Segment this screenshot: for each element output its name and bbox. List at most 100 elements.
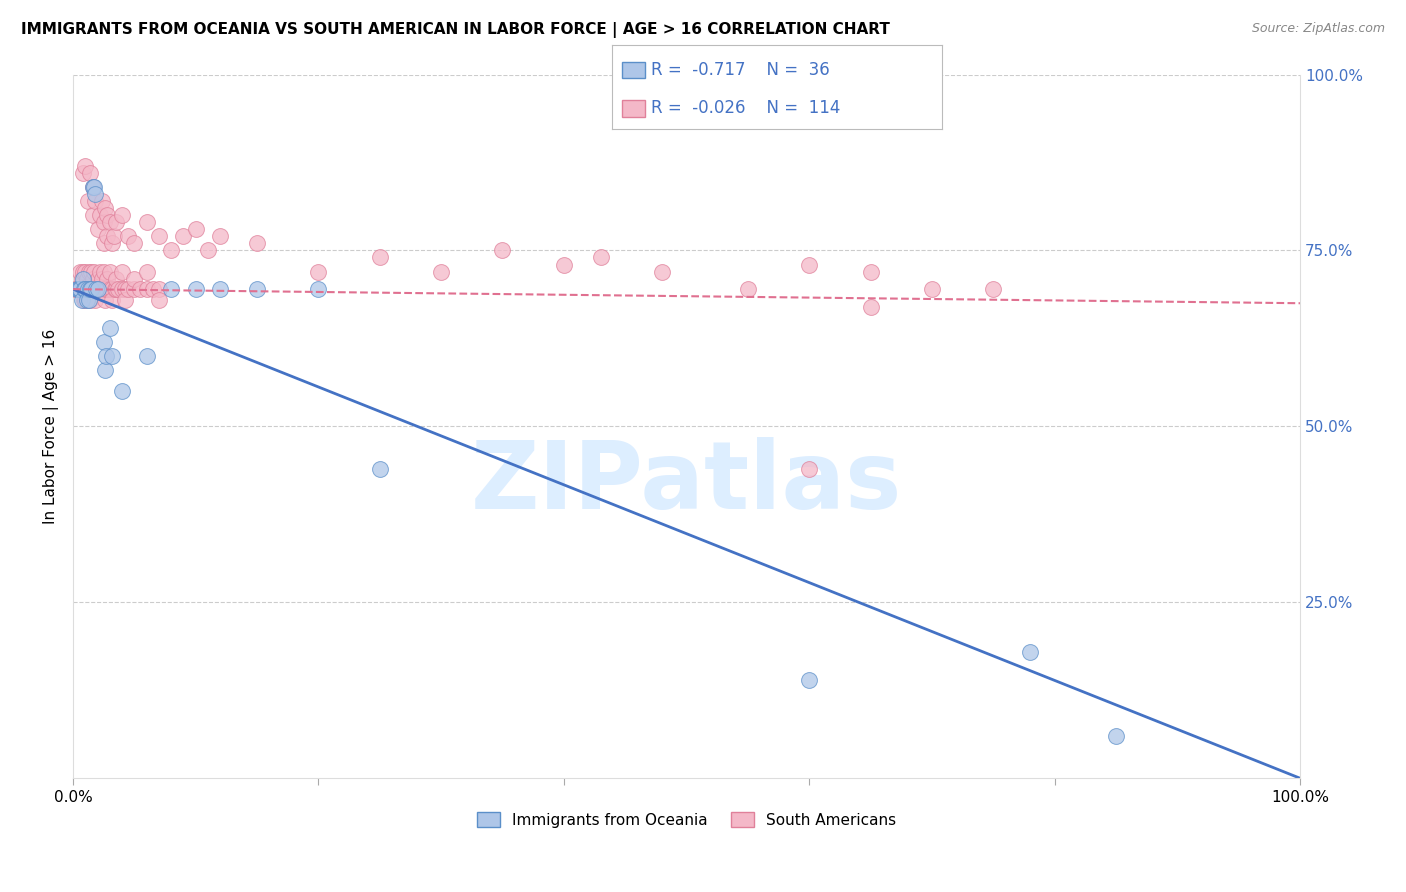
Point [82,282,104,296]
Point [73,282,96,296]
Point [799,673,821,687]
Point [80,282,103,296]
Point [82,208,104,222]
Point [98,282,121,296]
Point [111,208,134,222]
Point [84,282,107,296]
Point [184,282,207,296]
Point [104,282,127,296]
Point [84,293,107,307]
Point [101,236,124,251]
Point [65,282,87,296]
Point [104,215,127,229]
Point [94,293,117,307]
Point [129,282,152,296]
Point [75,293,97,307]
Point [91,194,114,209]
Point [86,282,108,296]
Point [197,244,219,258]
Point [76,194,98,209]
Point [79,282,101,296]
Point [1105,729,1128,743]
Point [80,282,103,296]
Point [148,293,170,307]
Point [72,166,94,180]
Point [69,282,91,296]
Point [921,282,943,296]
Point [111,282,134,296]
Point [75,282,97,296]
Point [84,194,107,209]
Point [70,271,93,285]
Point [209,229,232,244]
Point [94,363,117,377]
Text: R =  -0.717    N =  36: R = -0.717 N = 36 [651,61,830,79]
Point [76,282,98,296]
Point [69,282,91,296]
Point [91,271,114,285]
Point [70,293,93,307]
Point [66,282,89,296]
Point [307,282,329,296]
Point [368,461,391,475]
Point [70,282,93,296]
Point [83,180,105,194]
Point [98,215,121,229]
Point [86,222,108,236]
Point [79,282,101,296]
Point [104,271,127,285]
Point [651,264,673,278]
Point [91,282,114,296]
Point [111,384,134,399]
Point [72,264,94,278]
Point [107,282,129,296]
Point [77,282,100,296]
Point [82,180,104,194]
Point [114,282,136,296]
Legend: Immigrants from Oceania, South Americans: Immigrants from Oceania, South Americans [471,805,903,834]
Point [94,349,117,363]
Point [93,334,115,349]
Point [94,282,117,296]
Point [799,461,821,475]
Point [246,236,269,251]
Point [101,293,124,307]
Point [96,271,118,285]
Point [76,282,98,296]
Point [553,258,575,272]
Point [104,282,127,296]
Text: ZIPatlas: ZIPatlas [471,437,903,529]
Point [89,208,111,222]
Point [96,208,118,222]
Point [72,271,94,285]
Point [491,244,513,258]
Point [135,349,157,363]
Point [75,282,97,296]
Point [94,201,117,215]
Point [799,258,821,272]
Point [93,282,115,296]
Point [172,229,194,244]
Point [124,236,146,251]
Point [75,264,97,278]
Point [67,282,90,296]
Point [98,321,121,335]
Point [96,282,118,296]
Point [94,282,117,296]
Point [76,282,98,296]
Point [859,300,882,314]
Point [76,293,98,307]
Point [148,229,170,244]
Point [124,271,146,285]
Y-axis label: In Labor Force | Age > 16: In Labor Force | Age > 16 [44,329,59,524]
Point [114,293,136,307]
Point [117,229,139,244]
Point [135,264,157,278]
Text: IMMIGRANTS FROM OCEANIA VS SOUTH AMERICAN IN LABOR FORCE | AGE > 16 CORRELATION : IMMIGRANTS FROM OCEANIA VS SOUTH AMERICA… [21,22,890,38]
Point [86,282,108,296]
Point [86,282,108,296]
Point [96,229,118,244]
Point [307,264,329,278]
Point [981,282,1004,296]
Point [83,264,105,278]
